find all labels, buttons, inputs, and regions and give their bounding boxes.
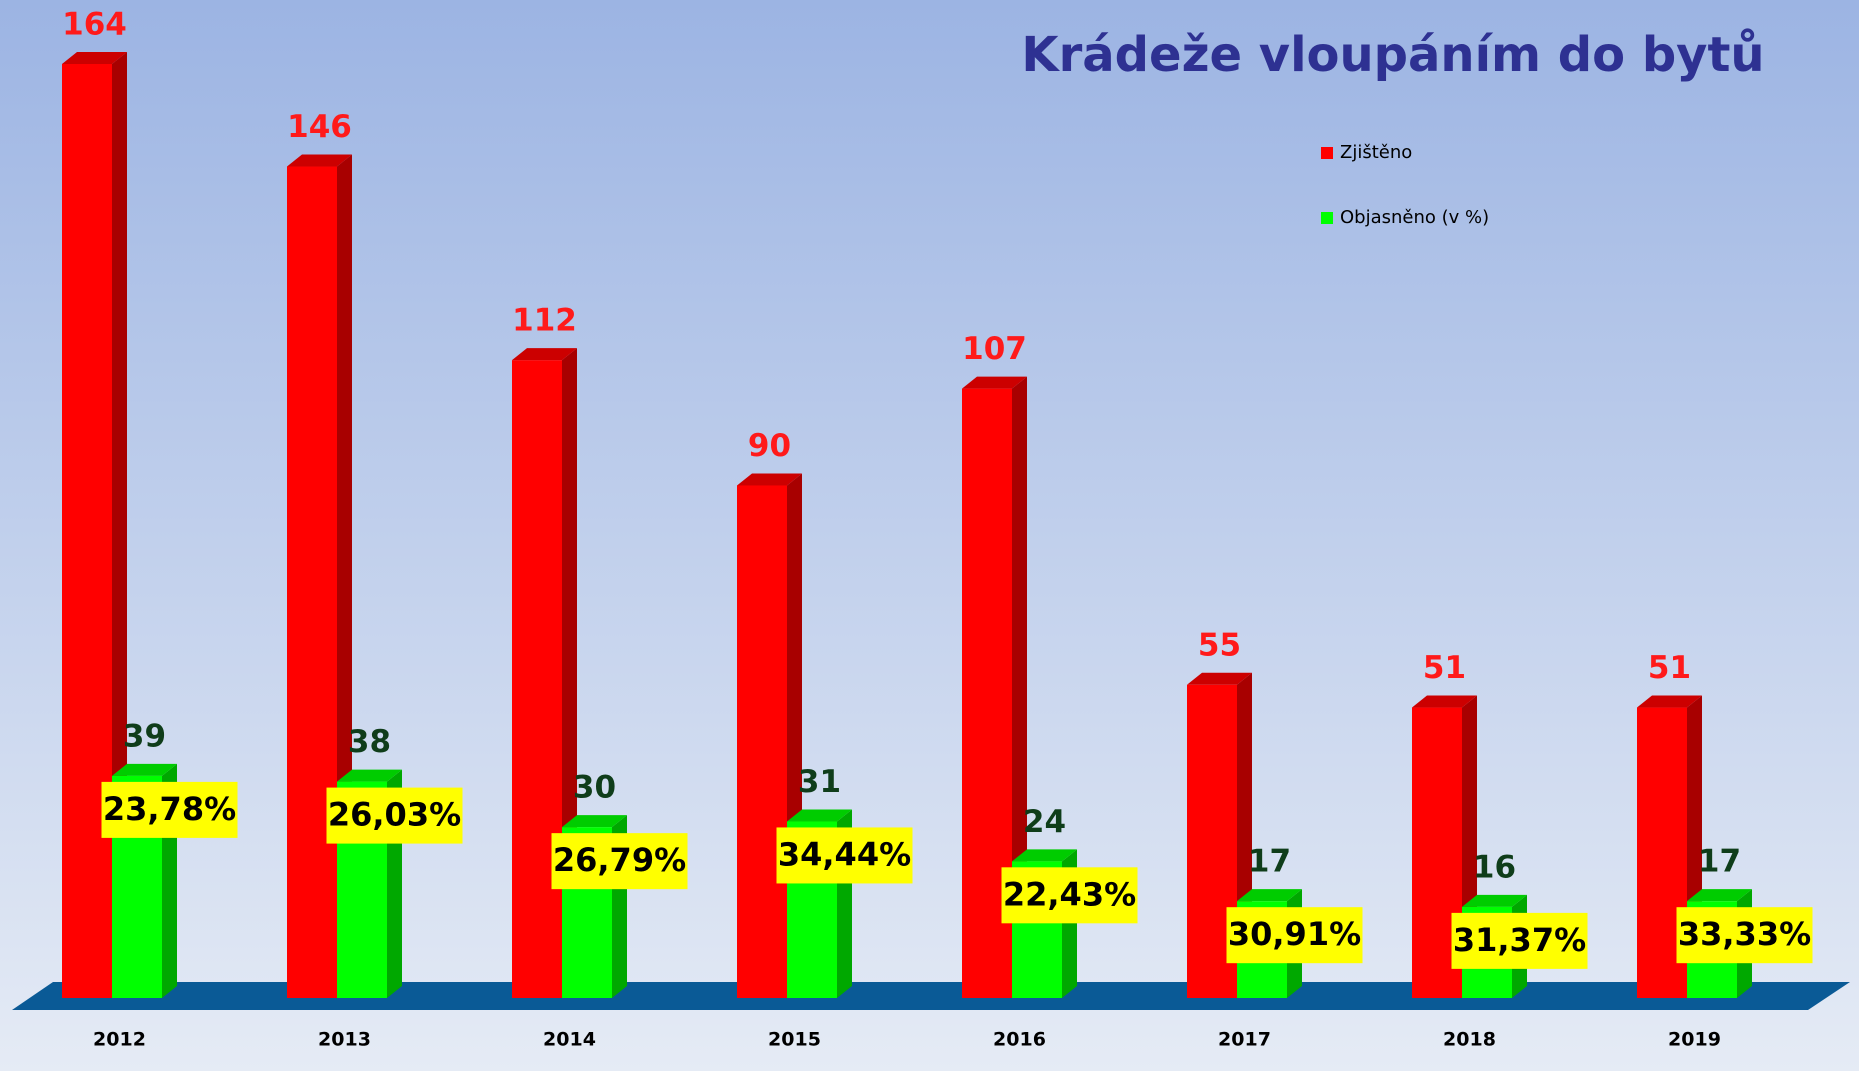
value-label: 31: [798, 764, 841, 800]
value-label: 55: [1198, 627, 1241, 663]
bar: [287, 166, 337, 998]
value-label: 17: [1698, 844, 1741, 880]
floor: [12, 982, 1850, 1010]
value-label: 16: [1473, 849, 1516, 885]
x-tick-label: 2017: [1218, 1029, 1271, 1051]
value-label: 38: [348, 724, 391, 760]
annotation: 26,03%: [328, 796, 461, 834]
bar-top: [337, 769, 402, 782]
bar-top: [562, 815, 627, 828]
x-tick-label: 2019: [1668, 1029, 1721, 1051]
annotation: 30,91%: [1228, 915, 1361, 953]
bar-top: [737, 473, 802, 486]
annotation: 31,37%: [1453, 921, 1586, 959]
annotation: 34,44%: [778, 835, 911, 873]
bar-top: [112, 763, 177, 776]
bar-top: [1412, 695, 1477, 708]
x-tick-label: 2018: [1443, 1029, 1496, 1051]
annotation: 33,33%: [1678, 915, 1811, 953]
value-label: 17: [1248, 844, 1291, 880]
annotation-box: [1451, 912, 1588, 969]
bar-top: [787, 809, 852, 822]
value-label: 90: [748, 428, 791, 464]
bar-top: [287, 154, 352, 167]
annotation-box: [776, 827, 913, 884]
x-tick-label: 2014: [543, 1029, 596, 1051]
annotation-box: [326, 787, 463, 844]
x-tick-label: 2015: [768, 1029, 821, 1051]
bar-side: [112, 52, 127, 998]
bar-top: [1237, 889, 1302, 902]
bar-side: [1012, 376, 1027, 998]
legend-label: Objasněno (v %): [1340, 207, 1489, 228]
x-tick-label: 2012: [93, 1029, 146, 1051]
value-label: 112: [512, 303, 577, 339]
value-label: 146: [287, 109, 352, 145]
annotation: 26,79%: [553, 841, 686, 879]
bar-top: [512, 348, 577, 361]
legend-swatch: [1321, 212, 1333, 224]
annotation-box: [101, 781, 238, 838]
annotation-box: [1226, 907, 1363, 964]
bar-top: [62, 52, 127, 64]
bar-top: [962, 376, 1027, 389]
annotation-box: [1001, 867, 1138, 924]
bar-top: [1637, 695, 1702, 708]
bar: [737, 485, 787, 998]
bar-top: [1687, 889, 1752, 902]
chart-title: Krádeže vloupáním do bytů: [1021, 27, 1764, 83]
annotation-box: [551, 833, 688, 890]
legend-swatch: [1321, 147, 1333, 159]
annotation: 22,43%: [1003, 875, 1136, 913]
x-tick-label: 2013: [318, 1029, 371, 1051]
value-label: 39: [123, 718, 166, 754]
value-label: 107: [962, 331, 1027, 367]
value-label: 24: [1023, 804, 1066, 840]
bar-top: [1187, 672, 1252, 685]
annotation: 23,78%: [103, 790, 236, 828]
value-label: 51: [1423, 650, 1466, 686]
x-tick-label: 2016: [993, 1029, 1046, 1051]
value-label: 51: [1648, 650, 1691, 686]
annotation-box: [1676, 907, 1813, 964]
legend-label: Zjištěno: [1340, 142, 1412, 163]
bar-top: [1462, 894, 1527, 907]
bar: [512, 360, 562, 998]
value-label: 164: [62, 7, 127, 43]
value-label: 30: [573, 770, 616, 806]
bar-top: [1012, 849, 1077, 862]
bar: [62, 64, 112, 998]
